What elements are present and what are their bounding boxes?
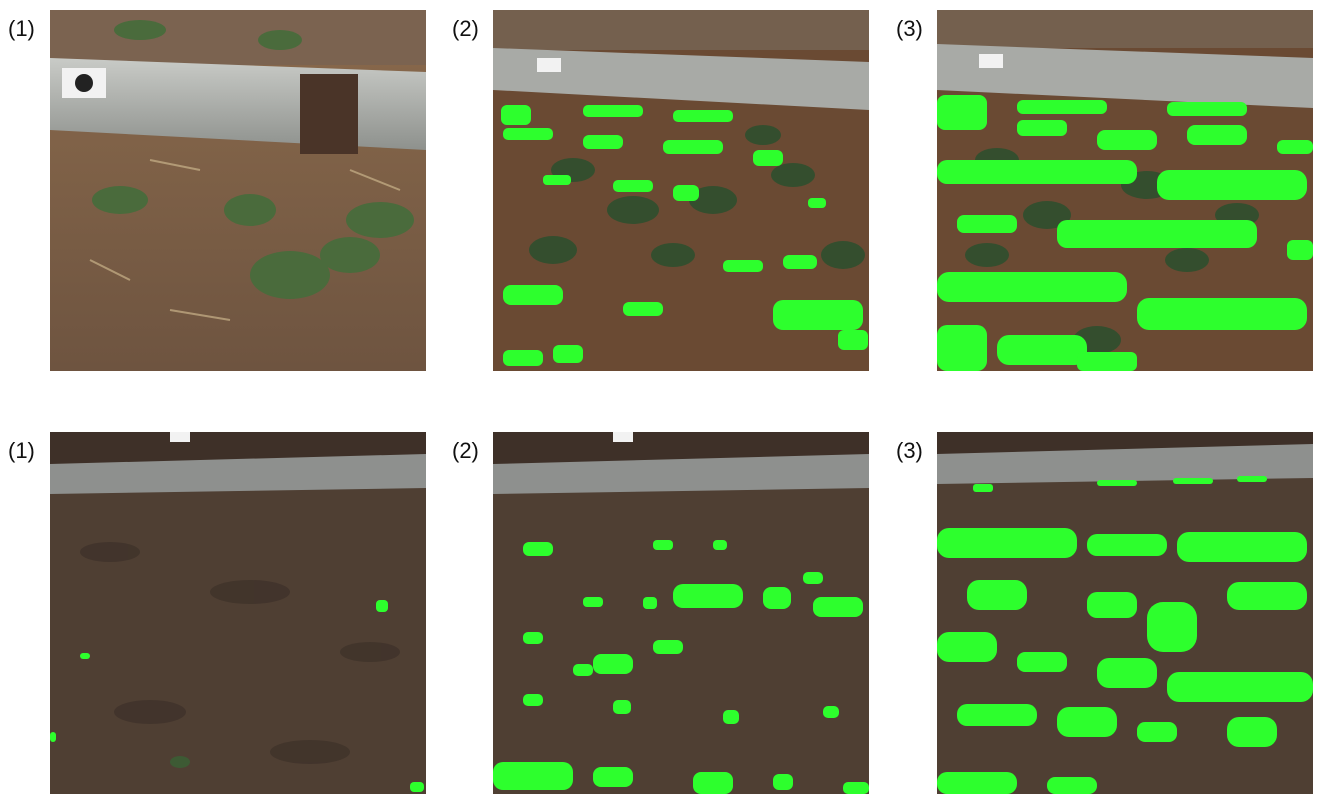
metal-rail xyxy=(493,48,869,110)
marker-tag xyxy=(979,54,1003,68)
field-photo-overlay-3 xyxy=(937,10,1313,371)
marker-hole xyxy=(75,74,93,92)
highlight-regions xyxy=(50,600,424,792)
metal-rail xyxy=(50,454,426,494)
highlight-regions xyxy=(937,476,1313,794)
metal-rail xyxy=(937,44,1313,108)
metal-rail xyxy=(493,454,869,494)
soil-photo-overlay-2 xyxy=(493,432,869,794)
background-soil xyxy=(493,10,869,50)
field-photo-original xyxy=(50,10,426,371)
metal-rail xyxy=(937,444,1313,484)
marker-tag xyxy=(613,432,633,442)
soil-patch xyxy=(300,74,358,154)
field-photo-svg xyxy=(50,10,426,371)
panel-label: (1) xyxy=(8,438,35,463)
highlight-regions xyxy=(493,540,869,794)
plants xyxy=(529,125,865,269)
panel-label: (1) xyxy=(8,16,35,41)
panel-label: (2) xyxy=(452,16,479,41)
field-photo-overlay-2 xyxy=(493,10,869,371)
highlight-regions xyxy=(937,95,1313,371)
highlight-regions xyxy=(501,105,868,366)
background-soil xyxy=(937,10,1313,48)
plants xyxy=(92,20,414,299)
marker-tag xyxy=(170,432,190,442)
plants xyxy=(170,756,190,768)
soil-photo-overlay-3 xyxy=(937,432,1313,794)
soil-photo-original xyxy=(50,432,426,794)
background-soil xyxy=(50,10,426,65)
panel-label: (2) xyxy=(452,438,479,463)
panel-label: (3) xyxy=(896,16,923,41)
soil-clods xyxy=(80,542,400,764)
straw xyxy=(89,159,401,321)
marker-tag xyxy=(537,58,561,72)
panel-label: (3) xyxy=(896,438,923,463)
